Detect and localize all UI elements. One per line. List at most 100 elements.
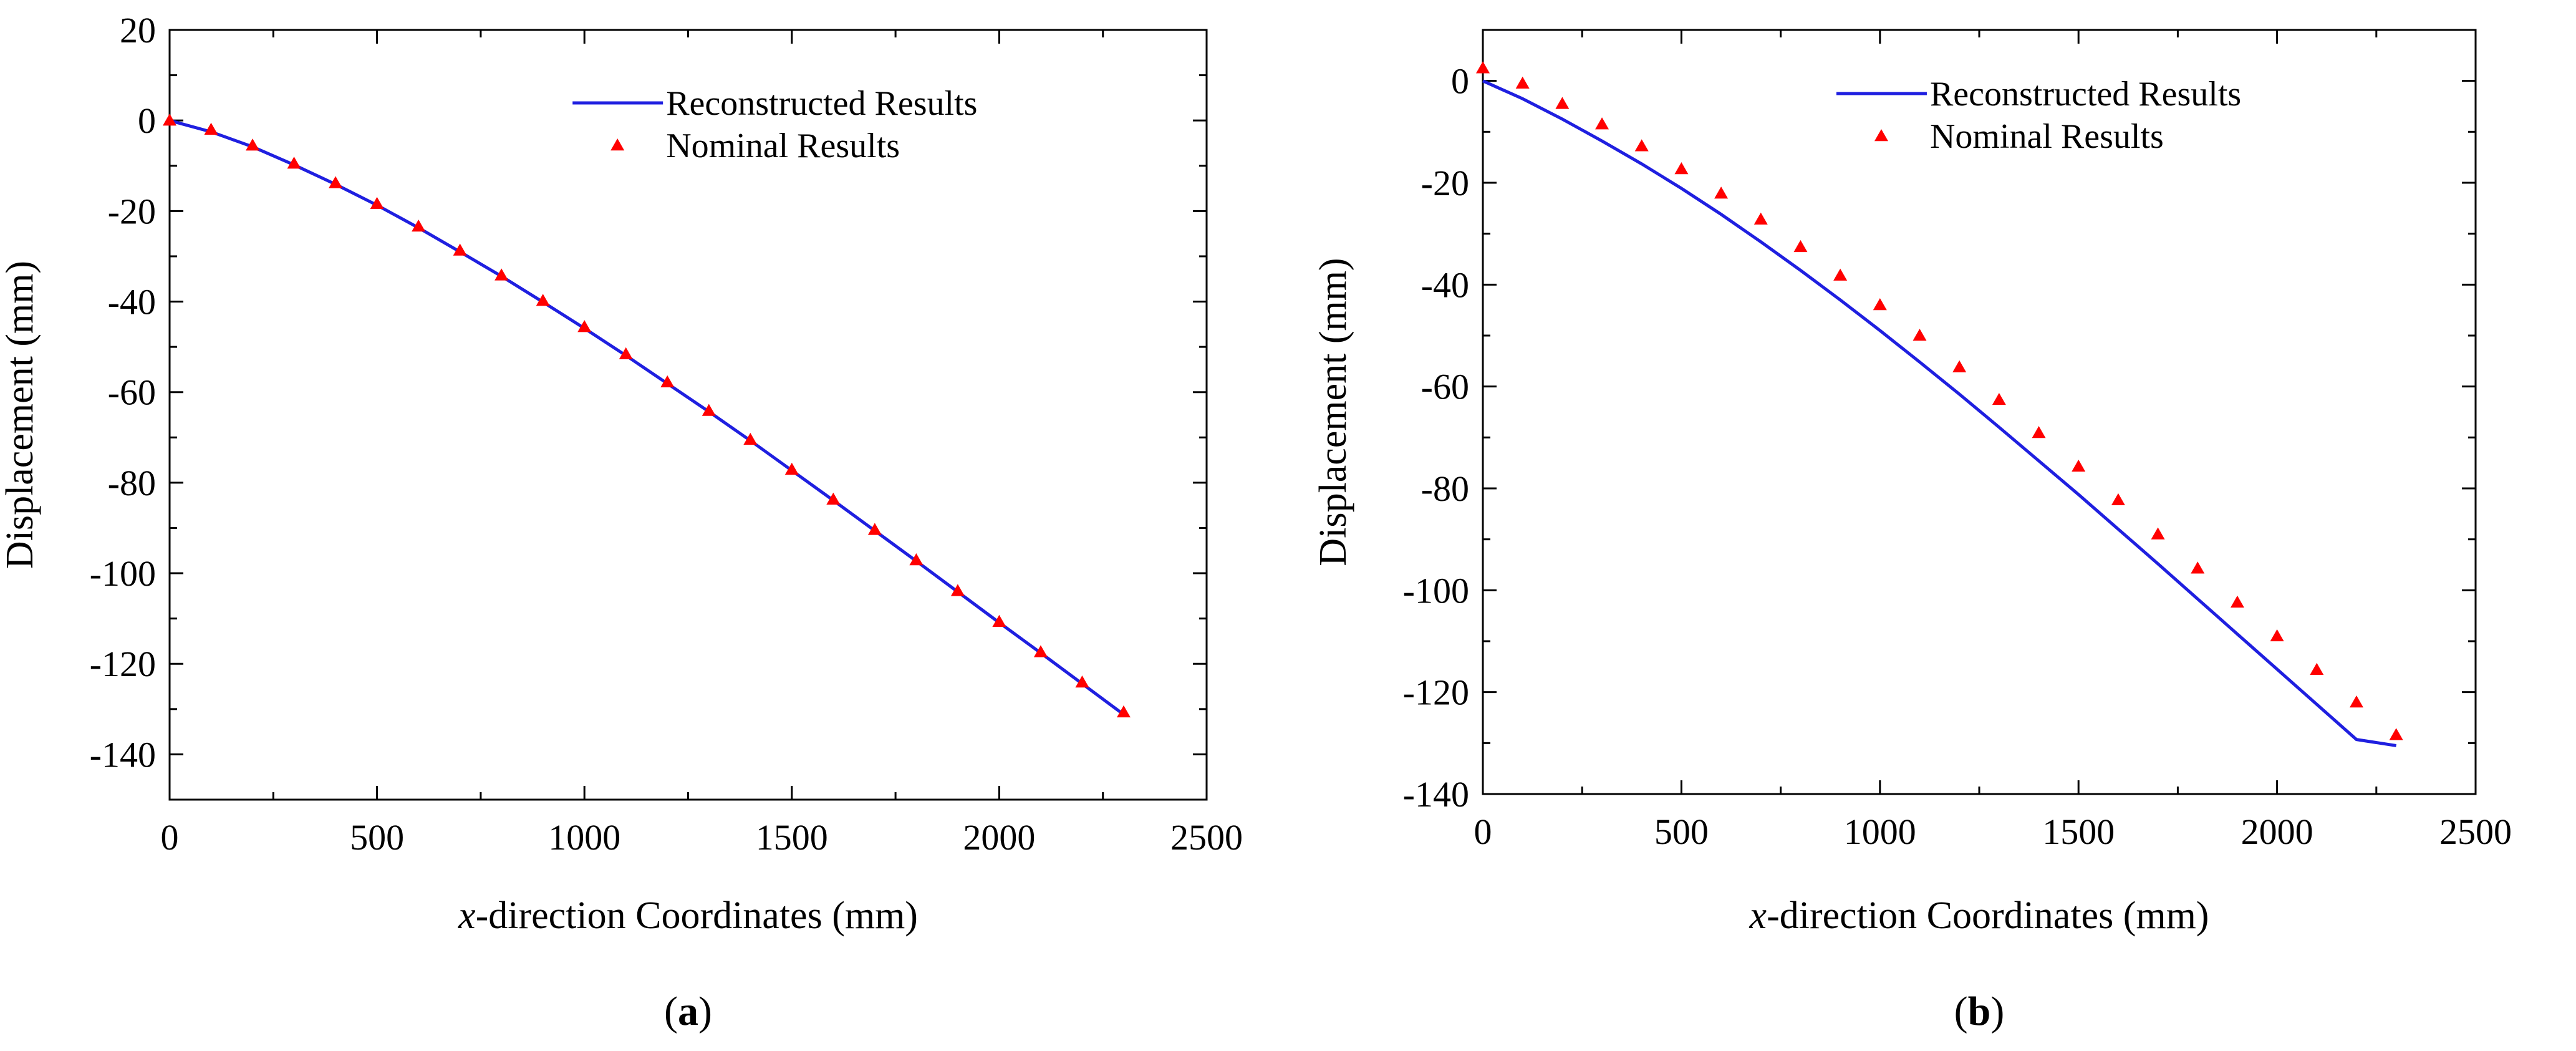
y-tick-label: -60 <box>1421 367 1469 407</box>
data-point-nominal <box>743 432 758 445</box>
y-axis-title: Displacement (mm) <box>0 261 41 569</box>
y-tick-label: -120 <box>90 644 156 684</box>
panel-label: (a) <box>664 989 712 1034</box>
data-point-nominal <box>950 584 965 596</box>
data-point-nominal <box>329 176 343 188</box>
data-point-nominal <box>2389 728 2403 740</box>
data-point-nominal <box>2349 695 2363 708</box>
data-point-nominal <box>577 320 592 332</box>
data-point-nominal <box>1754 212 1768 225</box>
data-point-nominal <box>619 347 633 359</box>
data-point-nominal <box>204 122 218 135</box>
chart-panel-b: 0 500 1000 1500 2000 2500 0 -20 -40 -60 -80 -100 -12… <box>1312 29 2512 1034</box>
panel-label-close: ) <box>1990 989 2004 1034</box>
data-point-nominal <box>1595 117 1609 130</box>
data-point-nominal <box>412 220 426 232</box>
data-point-nominal <box>1476 61 1490 74</box>
legend-label-nominal: Nominal Results <box>1930 117 2164 156</box>
y-tick-label: -80 <box>1421 468 1469 509</box>
x-tick-label: 2500 <box>2439 811 2512 852</box>
x-tick-label: 1000 <box>548 817 620 858</box>
data-point-nominal <box>370 196 384 209</box>
y-tick-label: -40 <box>1421 264 1469 305</box>
x-axis-title: x-direction Coordinates (mm) <box>1749 894 2209 937</box>
data-point-nominal <box>2270 629 2284 642</box>
panel-label: (b) <box>1954 989 2005 1034</box>
data-point-nominal <box>1634 139 1649 152</box>
series-line-reconstructed <box>1482 79 2397 747</box>
y-tick-label: -140 <box>1403 774 1469 815</box>
x-tick-label: 2500 <box>1170 817 1243 858</box>
panel-label-close: ) <box>698 989 712 1034</box>
data-point-nominal <box>992 614 1006 627</box>
data-point-nominal <box>826 492 841 505</box>
y-tick-label: 0 <box>1451 61 1469 102</box>
y-tick-label: -20 <box>108 191 156 231</box>
legend-marker-swatch <box>1874 129 1888 142</box>
data-point-nominal <box>867 523 882 535</box>
y-tick-label: -100 <box>1403 570 1469 611</box>
legend-label-reconstructed: Reconstructed Results <box>1930 75 2241 114</box>
data-point-nominal <box>453 243 467 256</box>
data-point-nominal <box>1913 329 1927 341</box>
data-point-nominal <box>909 553 924 566</box>
data-point-nominal <box>2111 493 2125 506</box>
data-point-nominal <box>1992 392 2006 405</box>
x-tick-label: 1500 <box>756 817 828 858</box>
data-point-nominal <box>1873 298 1887 311</box>
data-point-nominal <box>1555 97 1570 109</box>
x-tick-label: 2000 <box>2241 811 2313 852</box>
data-point-nominal <box>2310 662 2324 675</box>
data-point-nominal <box>536 294 550 306</box>
panel-label-letter: b <box>1968 989 1991 1034</box>
y-tick-label: -120 <box>1403 672 1469 713</box>
data-point-nominal <box>2230 595 2244 608</box>
y-tick-label: -60 <box>108 372 156 413</box>
data-point-nominal <box>1833 268 1848 281</box>
data-point-nominal <box>2072 459 2086 472</box>
legend-marker-swatch <box>610 138 625 151</box>
x-tick-label: 0 <box>1474 811 1492 852</box>
data-point-nominal <box>1515 76 1530 89</box>
data-point-nominal <box>1674 162 1689 175</box>
data-point-nominal <box>2191 561 2205 574</box>
data-point-nominal <box>660 375 675 387</box>
chart-panel-a: 0 500 1000 1500 2000 2500 20 0 -20 -40 -60 -80 -100 -… <box>0 10 1243 1034</box>
y-tick-label: 0 <box>138 100 156 141</box>
data-point-nominal <box>1793 240 1808 253</box>
x-axis-title: x-direction Coordinates (mm) <box>458 894 918 937</box>
data-point-nominal <box>2151 527 2165 540</box>
legend-label-reconstructed: Reconstructed Results <box>666 84 977 123</box>
panel-label-letter: a <box>678 989 698 1034</box>
data-point-nominal <box>246 138 260 151</box>
data-point-nominal <box>1033 645 1048 657</box>
legend-label-nominal: Nominal Results <box>666 127 900 165</box>
y-axis-title: Displacement (mm) <box>1312 258 1354 566</box>
x-tick-label: 0 <box>161 817 179 858</box>
data-point-nominal <box>1116 705 1131 718</box>
data-point-nominal <box>702 404 716 416</box>
data-point-nominal <box>163 114 176 126</box>
y-tick-label: -80 <box>108 463 156 503</box>
x-axis-title-text: -direction Coordinates (mm) <box>476 894 918 937</box>
data-point-nominal <box>1075 675 1089 688</box>
x-axis-title-italic: x <box>1749 894 1767 937</box>
y-tick-label: 20 <box>120 10 156 51</box>
x-axis-title-italic: x <box>458 894 476 937</box>
x-axis-title-text: -direction Coordinates (mm) <box>1767 894 2209 937</box>
x-tick-label: 500 <box>350 817 404 858</box>
x-tick-label: 1000 <box>1844 811 1916 852</box>
panel-label-open: ( <box>1954 989 1968 1034</box>
data-point-nominal <box>1714 186 1729 199</box>
y-tick-label: -100 <box>90 553 156 594</box>
x-tick-label: 2000 <box>963 817 1035 858</box>
panel-label-open: ( <box>664 989 678 1034</box>
y-tick-label: -40 <box>108 282 156 322</box>
y-tick-label: -140 <box>90 734 156 775</box>
x-tick-label: 1500 <box>2042 811 2115 852</box>
data-point-nominal <box>2032 425 2046 438</box>
x-tick-label: 500 <box>1654 811 1709 852</box>
data-point-nominal <box>1952 360 1967 372</box>
data-point-nominal <box>494 268 509 281</box>
